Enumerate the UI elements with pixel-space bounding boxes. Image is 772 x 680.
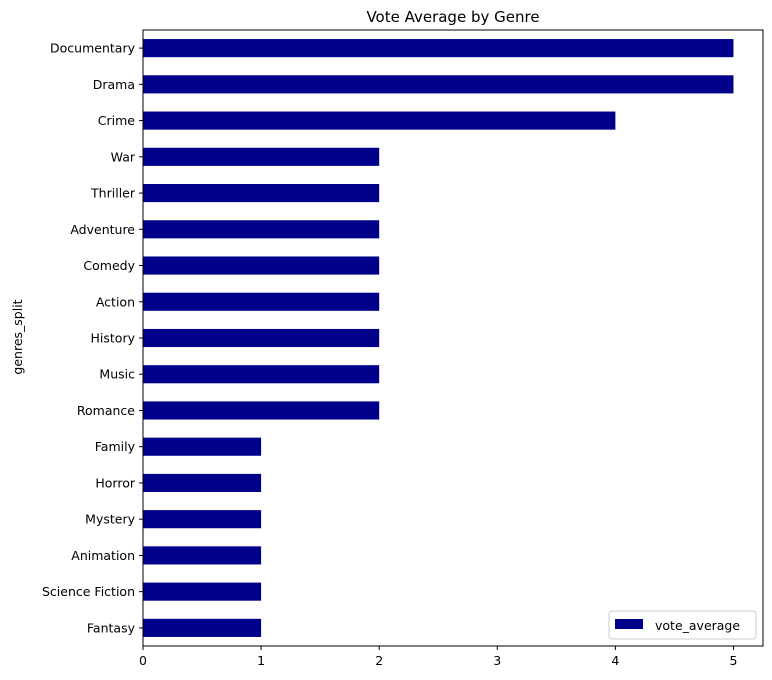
legend-box [608,610,757,640]
bar-science-fiction [143,582,262,601]
y-tick-label: War [111,149,136,164]
x-ticks-group: 0 1 2 3 4 5 [139,646,737,668]
legend: vote_average [608,610,757,640]
y-tick-label: Science Fiction [42,584,135,599]
x-tick-label: 3 [493,653,501,668]
y-tick-label: Thriller [90,186,136,201]
legend-label: vote_average [655,618,740,633]
y-tick-label: Documentary [50,41,136,56]
x-tick-label: 4 [611,653,619,668]
y-tick-label: Romance [77,403,135,418]
x-tick-label: 0 [139,653,147,668]
y-tick-label: Fantasy [87,620,136,635]
bar-history [143,328,380,348]
x-tick-label: 1 [257,653,265,668]
bar-war [143,147,380,166]
bar-music [143,365,380,384]
y-axis-label: genres_split [10,299,25,374]
y-tick-label: Animation [71,548,135,563]
y-tick-label: Horror [95,475,135,490]
bar-documentary [143,39,734,58]
y-tick-label: Comedy [83,258,135,273]
y-tick-label: Adventure [70,222,135,237]
bar-crime [143,111,616,130]
x-tick-label: 5 [729,653,737,668]
bar-romance [143,401,380,420]
legend-swatch [615,619,643,629]
y-tick-label: Drama [93,77,135,92]
bar-horror [143,473,262,492]
y-tick-label: History [91,331,136,346]
y-tick-label: Mystery [85,512,135,527]
y-tick-label: Music [99,367,135,382]
y-tick-label: Crime [98,113,136,128]
bar-action [143,292,380,311]
bar-family [143,437,262,456]
bar-adventure [143,220,380,239]
bar-drama [143,75,734,94]
bar-thriller [143,184,380,203]
bars-group [143,39,734,637]
bar-animation [143,546,262,565]
bar-comedy [143,256,380,275]
plot-frame [142,29,764,647]
y-ticks-group: Documentary Drama Crime War Thriller Adventur… [42,41,143,635]
y-tick-label: Family [95,439,136,454]
y-tick-label: Action [96,294,135,309]
bar-fantasy [143,618,262,637]
x-tick-label: 2 [375,653,383,668]
chart-title: Vote Average by Genre [366,8,539,26]
bar-mystery [143,510,262,529]
